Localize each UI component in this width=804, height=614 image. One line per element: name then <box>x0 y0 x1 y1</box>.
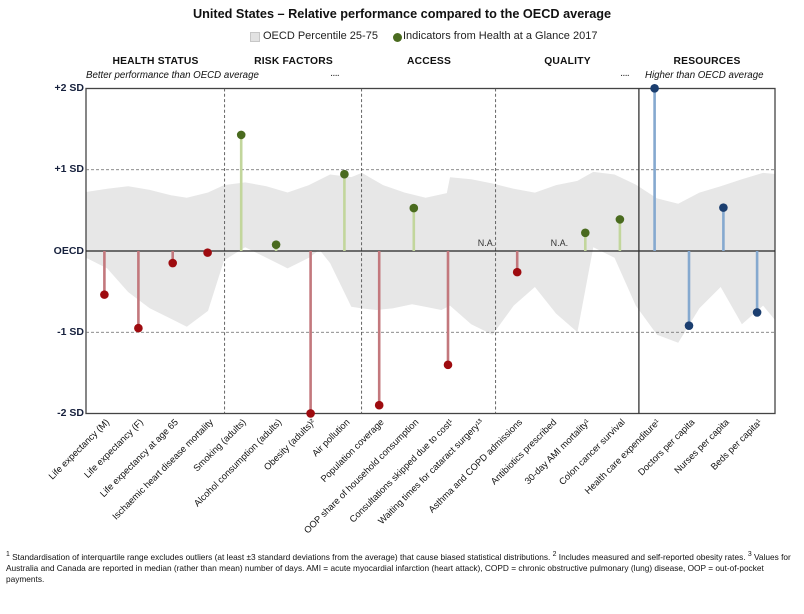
svg-text:N.A.: N.A. <box>551 238 569 248</box>
svg-text:N.A.: N.A. <box>478 238 496 248</box>
